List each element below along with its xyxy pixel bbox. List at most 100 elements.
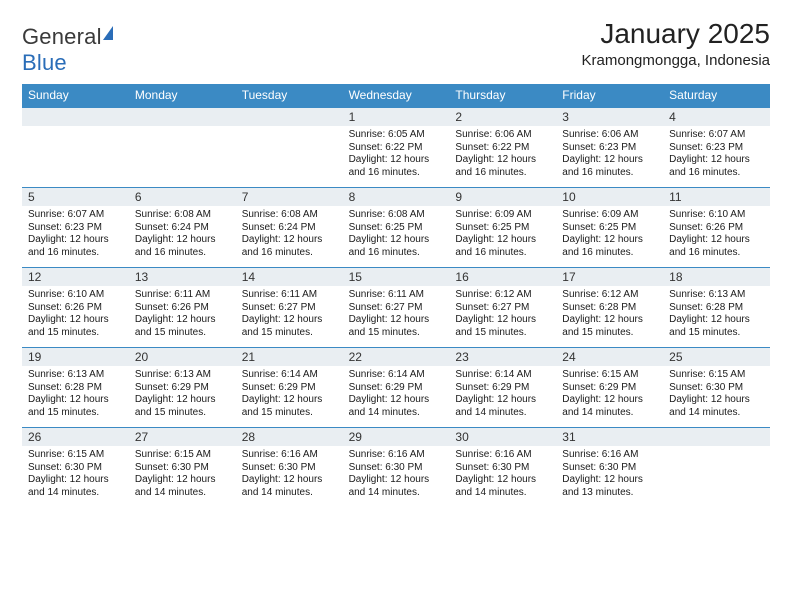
daynum-row: 19202122232425 [22,347,770,366]
detail-cell: Sunrise: 6:13 AMSunset: 6:28 PMDaylight:… [663,286,770,347]
daylight-line: Daylight: 12 hours and 14 minutes. [135,474,230,499]
detail-cell [663,446,770,507]
daynum-cell: 24 [556,348,663,366]
sunset-line: Sunset: 6:27 PM [349,302,444,315]
title-block: January 2025 Kramongmongga, Indonesia [582,18,770,69]
daylight-line: Daylight: 12 hours and 16 minutes. [562,154,657,179]
weekday-header: Wednesday [343,84,450,107]
daylight-line: Daylight: 12 hours and 16 minutes. [349,234,444,259]
daynum-cell: 1 [343,108,450,126]
detail-cell [129,126,236,187]
daynum-cell: 10 [556,188,663,206]
daylight-line: Daylight: 12 hours and 15 minutes. [135,314,230,339]
daylight-line: Daylight: 12 hours and 16 minutes. [562,234,657,259]
daylight-line: Daylight: 12 hours and 15 minutes. [28,394,123,419]
sunrise-line: Sunrise: 6:08 AM [135,209,230,222]
detail-cell: Sunrise: 6:07 AMSunset: 6:23 PMDaylight:… [22,206,129,267]
sunset-line: Sunset: 6:30 PM [349,462,444,475]
detail-cell [236,126,343,187]
sunrise-line: Sunrise: 6:10 AM [28,289,123,302]
daynum-cell [236,108,343,126]
daynum-cell: 21 [236,348,343,366]
sunrise-line: Sunrise: 6:06 AM [455,129,550,142]
sunrise-line: Sunrise: 6:07 AM [28,209,123,222]
daynum-cell: 17 [556,268,663,286]
calendar: Sunday Monday Tuesday Wednesday Thursday… [22,84,770,507]
daylight-line: Daylight: 12 hours and 15 minutes. [28,314,123,339]
detail-cell: Sunrise: 6:11 AMSunset: 6:27 PMDaylight:… [236,286,343,347]
daylight-line: Daylight: 12 hours and 14 minutes. [562,394,657,419]
sunrise-line: Sunrise: 6:13 AM [28,369,123,382]
sunset-line: Sunset: 6:25 PM [349,222,444,235]
daynum-cell: 20 [129,348,236,366]
daynum-cell [129,108,236,126]
logo-triangle-icon [103,26,113,40]
daylight-line: Daylight: 12 hours and 14 minutes. [349,394,444,419]
daynum-cell: 23 [449,348,556,366]
daylight-line: Daylight: 12 hours and 14 minutes. [669,394,764,419]
sunrise-line: Sunrise: 6:13 AM [669,289,764,302]
daylight-line: Daylight: 12 hours and 15 minutes. [242,314,337,339]
sunset-line: Sunset: 6:29 PM [242,382,337,395]
detail-cell: Sunrise: 6:13 AMSunset: 6:29 PMDaylight:… [129,366,236,427]
sunset-line: Sunset: 6:25 PM [562,222,657,235]
logo-text-2: Blue [22,50,67,75]
daylight-line: Daylight: 12 hours and 15 minutes. [349,314,444,339]
sunrise-line: Sunrise: 6:14 AM [349,369,444,382]
daynum-cell [22,108,129,126]
sunset-line: Sunset: 6:30 PM [242,462,337,475]
detail-cell: Sunrise: 6:13 AMSunset: 6:28 PMDaylight:… [22,366,129,427]
daylight-line: Daylight: 12 hours and 16 minutes. [669,154,764,179]
detail-cell: Sunrise: 6:16 AMSunset: 6:30 PMDaylight:… [556,446,663,507]
sunrise-line: Sunrise: 6:15 AM [28,449,123,462]
sunset-line: Sunset: 6:24 PM [242,222,337,235]
detail-cell: Sunrise: 6:14 AMSunset: 6:29 PMDaylight:… [449,366,556,427]
daynum-cell: 6 [129,188,236,206]
detail-cell: Sunrise: 6:10 AMSunset: 6:26 PMDaylight:… [22,286,129,347]
daylight-line: Daylight: 12 hours and 15 minutes. [455,314,550,339]
detail-cell: Sunrise: 6:14 AMSunset: 6:29 PMDaylight:… [343,366,450,427]
daylight-line: Daylight: 12 hours and 15 minutes. [135,394,230,419]
sunrise-line: Sunrise: 6:16 AM [349,449,444,462]
detail-cell: Sunrise: 6:09 AMSunset: 6:25 PMDaylight:… [556,206,663,267]
weekday-header: Sunday [22,84,129,107]
daylight-line: Daylight: 12 hours and 15 minutes. [242,394,337,419]
daylight-line: Daylight: 12 hours and 13 minutes. [562,474,657,499]
detail-cell: Sunrise: 6:09 AMSunset: 6:25 PMDaylight:… [449,206,556,267]
sunset-line: Sunset: 6:24 PM [135,222,230,235]
sunset-line: Sunset: 6:26 PM [669,222,764,235]
detail-cell: Sunrise: 6:07 AMSunset: 6:23 PMDaylight:… [663,126,770,187]
daylight-line: Daylight: 12 hours and 14 minutes. [242,474,337,499]
daylight-line: Daylight: 12 hours and 16 minutes. [28,234,123,259]
daynum-cell [663,428,770,446]
daynum-cell: 29 [343,428,450,446]
daynum-cell: 3 [556,108,663,126]
daynum-row: 567891011 [22,187,770,206]
daylight-line: Daylight: 12 hours and 16 minutes. [455,234,550,259]
sunset-line: Sunset: 6:29 PM [562,382,657,395]
sunset-line: Sunset: 6:25 PM [455,222,550,235]
detail-cell: Sunrise: 6:06 AMSunset: 6:22 PMDaylight:… [449,126,556,187]
weekday-header: Monday [129,84,236,107]
sunset-line: Sunset: 6:27 PM [242,302,337,315]
detail-row: Sunrise: 6:13 AMSunset: 6:28 PMDaylight:… [22,366,770,427]
daynum-cell: 16 [449,268,556,286]
daynum-cell: 30 [449,428,556,446]
sunset-line: Sunset: 6:30 PM [28,462,123,475]
sunrise-line: Sunrise: 6:16 AM [455,449,550,462]
daynum-cell: 22 [343,348,450,366]
location-subtitle: Kramongmongga, Indonesia [582,52,770,69]
daynum-cell: 14 [236,268,343,286]
sunrise-line: Sunrise: 6:15 AM [135,449,230,462]
daylight-line: Daylight: 12 hours and 14 minutes. [455,394,550,419]
daynum-cell: 28 [236,428,343,446]
sunset-line: Sunset: 6:27 PM [455,302,550,315]
sunrise-line: Sunrise: 6:05 AM [349,129,444,142]
sunrise-line: Sunrise: 6:11 AM [135,289,230,302]
sunset-line: Sunset: 6:23 PM [669,142,764,155]
daynum-cell: 19 [22,348,129,366]
weekday-header: Saturday [663,84,770,107]
detail-row: Sunrise: 6:07 AMSunset: 6:23 PMDaylight:… [22,206,770,267]
sunrise-line: Sunrise: 6:09 AM [562,209,657,222]
sunrise-line: Sunrise: 6:14 AM [242,369,337,382]
